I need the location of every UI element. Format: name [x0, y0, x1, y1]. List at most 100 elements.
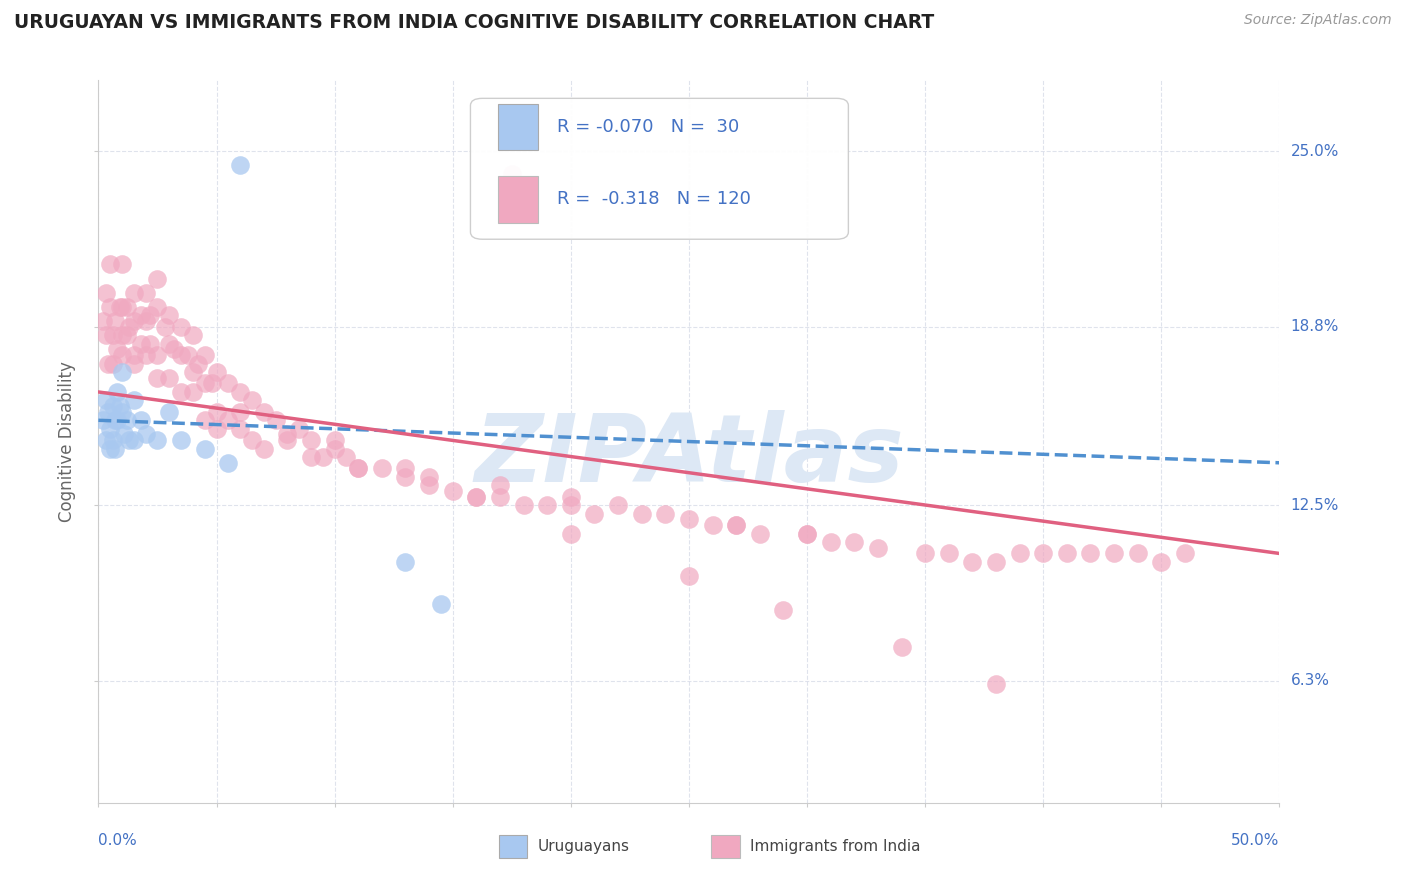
Point — [98, 300, 121, 314]
Point — [1080, 546, 1102, 560]
Point — [501, 167, 523, 181]
Text: Immigrants from India: Immigrants from India — [751, 838, 921, 854]
Point — [146, 300, 169, 314]
Point — [866, 541, 889, 555]
Point — [844, 535, 866, 549]
Point — [205, 365, 228, 379]
FancyBboxPatch shape — [471, 98, 848, 239]
Text: R = -0.070   N =  30: R = -0.070 N = 30 — [557, 119, 740, 136]
Point — [560, 498, 582, 512]
Point — [276, 427, 298, 442]
Point — [914, 546, 936, 560]
Point — [1032, 546, 1054, 560]
Point — [323, 433, 346, 447]
Point — [139, 336, 162, 351]
Point — [115, 413, 138, 427]
Point — [115, 300, 138, 314]
Point — [170, 433, 193, 447]
Point — [194, 376, 217, 391]
Text: 18.8%: 18.8% — [1291, 319, 1339, 334]
Point — [890, 640, 912, 654]
Point — [962, 555, 984, 569]
Point — [177, 348, 200, 362]
Point — [101, 328, 124, 343]
Point — [135, 285, 157, 300]
Point — [299, 433, 322, 447]
Point — [1126, 546, 1149, 560]
Point — [240, 433, 263, 447]
Point — [489, 478, 512, 492]
Y-axis label: Cognitive Disability: Cognitive Disability — [58, 361, 76, 522]
Point — [347, 461, 370, 475]
Point — [129, 309, 152, 323]
Point — [229, 384, 252, 399]
Point — [536, 498, 558, 512]
Point — [146, 371, 169, 385]
Point — [129, 336, 152, 351]
Point — [630, 507, 652, 521]
Point — [205, 422, 228, 436]
Point — [108, 399, 131, 413]
Point — [97, 405, 120, 419]
Point — [772, 603, 794, 617]
Point — [394, 461, 416, 475]
Point — [105, 343, 128, 357]
Point — [678, 569, 700, 583]
Point — [146, 433, 169, 447]
Point — [129, 413, 152, 427]
Point — [725, 518, 748, 533]
Text: 0.0%: 0.0% — [98, 833, 138, 848]
Point — [253, 442, 276, 456]
Text: URUGUAYAN VS IMMIGRANTS FROM INDIA COGNITIVE DISABILITY CORRELATION CHART: URUGUAYAN VS IMMIGRANTS FROM INDIA COGNI… — [14, 13, 935, 32]
Point — [217, 413, 239, 427]
Point — [796, 526, 818, 541]
Point — [194, 413, 217, 427]
Point — [111, 328, 134, 343]
Point — [1174, 546, 1197, 560]
Point — [111, 348, 134, 362]
Point — [465, 490, 488, 504]
Text: 50.0%: 50.0% — [1232, 833, 1279, 848]
Point — [170, 319, 193, 334]
Point — [104, 314, 127, 328]
Point — [146, 348, 169, 362]
Point — [264, 413, 287, 427]
Point — [101, 399, 124, 413]
FancyBboxPatch shape — [498, 104, 537, 151]
Text: Uruguayans: Uruguayans — [537, 838, 630, 854]
Point — [347, 461, 370, 475]
Point — [118, 433, 141, 447]
Point — [1150, 555, 1173, 569]
Point — [938, 546, 960, 560]
Point — [91, 314, 114, 328]
Point — [94, 285, 117, 300]
Point — [105, 413, 128, 427]
Point — [111, 365, 134, 379]
Point — [217, 456, 239, 470]
Point — [194, 348, 217, 362]
Text: R =  -0.318   N = 120: R = -0.318 N = 120 — [557, 191, 751, 209]
Point — [122, 357, 145, 371]
Point — [205, 405, 228, 419]
Point — [104, 442, 127, 456]
Point — [441, 484, 464, 499]
Point — [489, 490, 512, 504]
Point — [135, 427, 157, 442]
Text: 6.3%: 6.3% — [1291, 673, 1330, 689]
Point — [97, 357, 120, 371]
Point — [135, 314, 157, 328]
Point — [512, 498, 534, 512]
Point — [163, 343, 186, 357]
Point — [312, 450, 335, 464]
Point — [560, 526, 582, 541]
Point — [607, 498, 630, 512]
Point — [94, 393, 117, 408]
Point — [98, 257, 121, 271]
Point — [98, 442, 121, 456]
Point — [335, 450, 357, 464]
Point — [288, 422, 311, 436]
Point — [276, 433, 298, 447]
Point — [94, 328, 117, 343]
Point — [170, 348, 193, 362]
Point — [135, 348, 157, 362]
